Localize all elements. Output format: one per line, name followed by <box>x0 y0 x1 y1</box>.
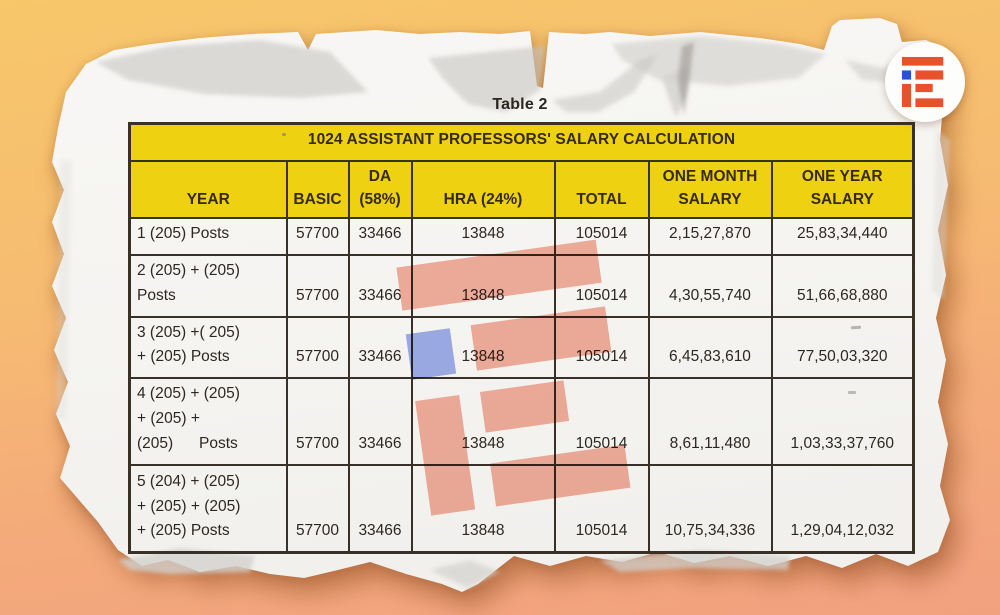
table-caption: Table 2 <box>492 96 548 113</box>
row3-total-cell: 105014 <box>553 315 650 380</box>
table-row: 3 (205) +( 205) + (205) Posts 57700 3346… <box>128 315 915 380</box>
row2-da-cell: 33466 <box>347 254 413 318</box>
scan-artifact-dash <box>848 391 856 394</box>
table-title: 1024 ASSISTANT PROFESSORS' SALARY CALCUL… <box>128 122 915 162</box>
col-header-da: DA (58%) <box>347 159 413 220</box>
col-header-one-month-salary: ONE MONTH SALARY <box>647 159 773 220</box>
row4-basic-cell: 57700 <box>285 377 350 466</box>
row2-basic-cell: 57700 <box>285 254 350 318</box>
row1-basic-cell: 57700 <box>285 217 350 257</box>
row3-year-cell: 3 (205) +( 205) + (205) Posts <box>128 315 288 380</box>
edexlive-logo-badge <box>885 42 965 122</box>
row2-hra-cell: 13848 <box>410 254 556 318</box>
edexlive-logo-icon <box>901 56 944 108</box>
row5-da-cell: 33466 <box>347 463 413 554</box>
table-row: 5 (204) + (205) + (205) + (205) + (205) … <box>128 463 915 554</box>
row5-one-month-cell: 10,75,34,336 <box>647 463 773 554</box>
row5-one-year-cell: 1,29,04,12,032 <box>770 463 915 554</box>
row1-one-month-cell: 2,15,27,870 <box>647 217 773 257</box>
col-header-hra: HRA (24%) <box>410 159 556 220</box>
row1-year-cell: 1 (205) Posts <box>128 217 288 257</box>
row4-year-cell: 4 (205) + (205) + (205) + (205) Posts <box>128 377 288 466</box>
row3-basic-cell: 57700 <box>285 315 350 380</box>
row5-hra-cell: 13848 <box>410 463 556 554</box>
row1-hra-cell: 13848 <box>410 217 556 257</box>
col-header-one-year-salary: ONE YEAR SALARY <box>770 159 915 220</box>
row3-one-year-cell: 77,50,03,320 <box>770 315 915 380</box>
row4-hra-cell: 13848 <box>410 377 556 466</box>
scan-artifact-dot <box>282 133 286 136</box>
row1-total-cell: 105014 <box>553 217 650 257</box>
row4-total-cell: 105014 <box>553 377 650 466</box>
row2-year-cell: 2 (205) + (205) Posts <box>128 254 288 318</box>
row1-da-cell: 33466 <box>347 217 413 257</box>
row4-one-year-cell: 1,03,33,37,760 <box>770 377 915 466</box>
row3-da-cell: 33466 <box>347 315 413 380</box>
row5-total-cell: 105014 <box>553 463 650 554</box>
row4-one-month-cell: 8,61,11,480 <box>647 377 773 466</box>
col-header-basic: BASIC <box>285 159 350 220</box>
row3-one-month-cell: 6,45,83,610 <box>647 315 773 380</box>
row2-one-month-cell: 4,30,55,740 <box>647 254 773 318</box>
torn-edge-shading <box>56 36 950 588</box>
row5-year-cell: 5 (204) + (205) + (205) + (205) + (205) … <box>128 463 288 554</box>
col-header-year: YEAR <box>128 159 288 220</box>
col-header-total: TOTAL <box>553 159 650 220</box>
row2-total-cell: 105014 <box>553 254 650 318</box>
salary-table: 1024 ASSISTANT PROFESSORS' SALARY CALCUL… <box>128 122 916 555</box>
table-row: 4 (205) + (205) + (205) + (205) Posts 57… <box>128 377 915 466</box>
scan-artifact-dash <box>850 325 862 330</box>
row4-da-cell: 33466 <box>347 377 413 466</box>
table-row: 2 (205) + (205) Posts 57700 33466 13848 … <box>128 254 915 318</box>
row1-one-year-cell: 25,83,34,440 <box>770 217 915 257</box>
table-row: 1 (205) Posts 57700 33466 13848 105014 2… <box>128 217 915 257</box>
row3-hra-cell: 13848 <box>410 315 556 380</box>
row5-basic-cell: 57700 <box>285 463 350 554</box>
row2-one-year-cell: 51,66,68,880 <box>770 254 915 318</box>
